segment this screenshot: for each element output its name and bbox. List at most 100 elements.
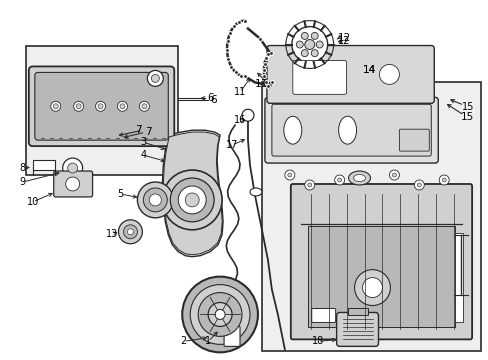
Circle shape (62, 158, 82, 178)
Ellipse shape (249, 188, 262, 196)
Circle shape (51, 101, 61, 111)
Circle shape (123, 225, 137, 239)
FancyBboxPatch shape (264, 97, 437, 163)
Circle shape (143, 188, 167, 212)
Circle shape (98, 104, 103, 109)
Circle shape (139, 101, 149, 111)
Circle shape (416, 183, 421, 187)
Circle shape (127, 229, 133, 235)
Circle shape (142, 104, 146, 109)
Circle shape (242, 109, 253, 121)
Bar (26, 45, 178, 175)
Text: 4: 4 (140, 150, 146, 160)
Text: 6: 6 (206, 93, 213, 103)
FancyBboxPatch shape (399, 129, 428, 151)
Circle shape (118, 220, 142, 244)
Circle shape (65, 177, 80, 191)
Text: 5: 5 (117, 189, 123, 199)
Text: 11: 11 (233, 87, 245, 97)
Circle shape (76, 104, 81, 109)
FancyBboxPatch shape (311, 309, 335, 323)
Circle shape (307, 183, 311, 187)
Circle shape (291, 27, 327, 62)
Circle shape (388, 170, 399, 180)
Text: 3: 3 (140, 137, 146, 147)
Circle shape (137, 182, 173, 218)
Circle shape (413, 180, 424, 190)
Circle shape (120, 104, 125, 109)
Circle shape (185, 193, 199, 207)
Ellipse shape (66, 175, 79, 181)
Text: 8: 8 (20, 163, 26, 173)
Circle shape (170, 178, 214, 222)
Circle shape (117, 101, 127, 111)
Circle shape (354, 270, 389, 306)
Circle shape (215, 310, 224, 319)
FancyBboxPatch shape (224, 327, 240, 346)
Circle shape (362, 278, 382, 298)
Text: 15: 15 (460, 112, 473, 122)
Circle shape (310, 32, 318, 39)
Circle shape (208, 302, 232, 327)
Circle shape (53, 104, 58, 109)
Circle shape (147, 71, 163, 86)
Text: 15: 15 (461, 102, 473, 112)
FancyBboxPatch shape (290, 184, 471, 339)
Circle shape (198, 293, 242, 336)
Circle shape (190, 285, 249, 345)
Ellipse shape (338, 116, 356, 144)
Circle shape (310, 50, 318, 57)
Text: 16: 16 (233, 115, 245, 125)
Circle shape (67, 163, 78, 173)
Polygon shape (163, 132, 222, 255)
Circle shape (182, 276, 258, 352)
Ellipse shape (348, 171, 370, 185)
Circle shape (296, 41, 303, 48)
Circle shape (162, 170, 222, 230)
Bar (307, 226, 454, 328)
Circle shape (287, 173, 291, 177)
Text: 2: 2 (180, 336, 186, 346)
Text: 7: 7 (135, 125, 142, 135)
Polygon shape (162, 130, 223, 257)
Bar (454, 233, 462, 323)
Text: 9: 9 (20, 177, 26, 187)
Circle shape (95, 101, 105, 111)
Circle shape (178, 186, 206, 214)
FancyBboxPatch shape (336, 312, 378, 346)
Text: 13: 13 (106, 229, 119, 239)
Text: 18: 18 (311, 336, 323, 346)
Bar (347, 307, 367, 315)
Circle shape (151, 75, 159, 82)
Circle shape (301, 32, 307, 39)
Bar (262, 82, 480, 351)
Text: 14: 14 (362, 66, 375, 76)
Text: 14: 14 (362, 66, 375, 76)
Text: 6: 6 (209, 95, 216, 105)
Bar (33, 160, 55, 170)
Text: 1: 1 (204, 336, 211, 346)
Circle shape (304, 40, 314, 50)
Text: 11: 11 (255, 79, 268, 89)
Circle shape (334, 175, 344, 185)
Circle shape (304, 180, 314, 190)
Text: 17: 17 (225, 140, 238, 150)
Circle shape (441, 178, 446, 182)
Ellipse shape (283, 116, 301, 144)
FancyBboxPatch shape (35, 72, 168, 140)
Text: 10: 10 (27, 197, 39, 207)
Ellipse shape (353, 175, 365, 181)
Text: 7: 7 (145, 127, 151, 137)
Circle shape (337, 178, 341, 182)
FancyBboxPatch shape (271, 104, 430, 156)
Circle shape (285, 170, 294, 180)
Circle shape (392, 173, 396, 177)
Circle shape (316, 41, 323, 48)
FancyBboxPatch shape (266, 45, 433, 103)
Circle shape (301, 50, 307, 57)
FancyBboxPatch shape (29, 67, 174, 146)
Circle shape (74, 101, 83, 111)
FancyBboxPatch shape (292, 60, 346, 94)
Circle shape (438, 175, 448, 185)
Circle shape (379, 64, 399, 84)
